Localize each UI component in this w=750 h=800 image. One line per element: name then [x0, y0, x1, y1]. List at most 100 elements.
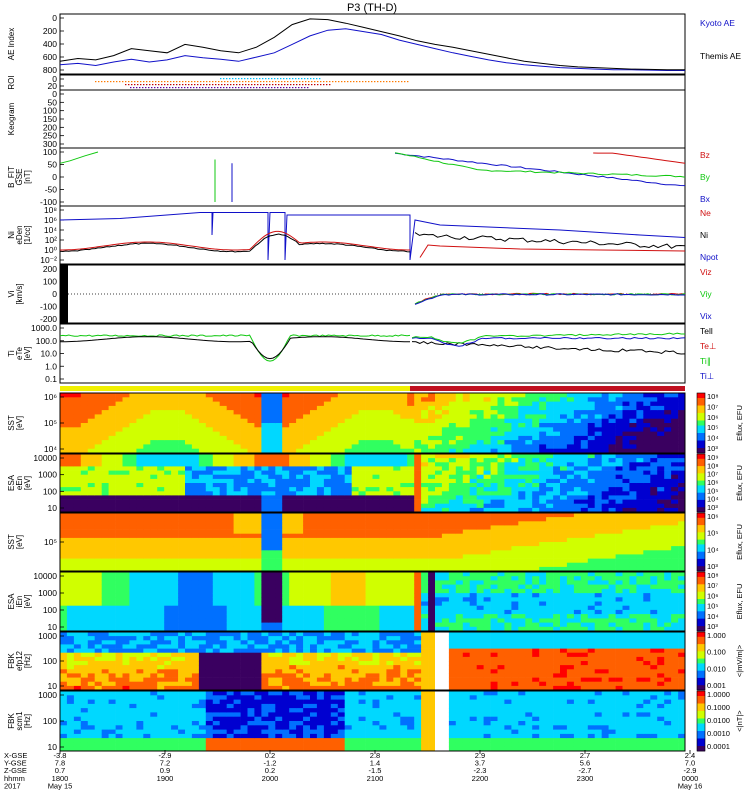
heatmap-cell	[129, 448, 137, 454]
heatmap-cell	[573, 410, 582, 415]
heatmap-cell	[573, 401, 582, 407]
roi-dot	[166, 87, 168, 89]
heatmap-cell	[157, 618, 165, 623]
heatmap-cell	[435, 558, 443, 564]
heatmap-cell	[476, 423, 484, 428]
heatmap-cell	[650, 478, 658, 484]
heatmap-cell	[351, 470, 359, 476]
heatmap-cell	[171, 558, 179, 564]
heatmap-cell	[601, 542, 609, 547]
heatmap-cell	[518, 393, 526, 398]
density-line	[419, 244, 686, 258]
heatmap-cell	[386, 593, 394, 598]
heatmap-cell	[129, 546, 137, 551]
heatmap-cell	[94, 495, 102, 500]
heatmap-cell	[455, 558, 464, 564]
heatmap-cell	[650, 499, 658, 505]
heatmap-cell	[400, 454, 408, 459]
heatmap-cell	[490, 440, 498, 445]
heatmap-cell	[157, 550, 165, 555]
heatmap-cell	[282, 440, 290, 445]
heatmap-cell	[240, 427, 248, 432]
heatmap-cell	[490, 418, 498, 424]
heatmap-cell	[115, 550, 123, 555]
heatmap-cell	[650, 440, 658, 445]
heatmap-cell	[150, 414, 158, 420]
heatmap-cell	[296, 566, 304, 572]
heatmap-cell	[240, 499, 248, 505]
heatmap-cell	[233, 546, 241, 551]
heatmap-cell	[573, 546, 582, 551]
heatmap-cell	[323, 593, 332, 598]
heatmap-cell	[66, 550, 75, 555]
heatmap-cell	[254, 444, 262, 450]
heatmap-cell	[178, 499, 186, 505]
heatmap-cell	[198, 401, 207, 407]
heatmap-cell	[344, 435, 352, 441]
heatmap-cell	[573, 491, 582, 496]
heatmap-cell	[483, 521, 491, 526]
heatmap-cell	[351, 550, 359, 555]
heatmap-cell	[678, 521, 686, 526]
heatmap-cell	[185, 483, 193, 488]
heatmap-cell	[532, 483, 540, 488]
heatmap-cell	[275, 435, 283, 441]
heatmap-cell	[261, 462, 269, 467]
heatmap-cell	[185, 521, 193, 526]
heatmap-cell	[101, 521, 109, 526]
heatmap-cell	[393, 448, 401, 454]
heatmap-cell	[553, 448, 561, 454]
heatmap-cell	[129, 405, 137, 411]
heatmap-cell	[303, 397, 311, 402]
heatmap-cell	[219, 458, 227, 463]
heatmap-cell	[358, 499, 366, 505]
heatmap-cell	[560, 431, 568, 437]
heatmap-cell	[205, 554, 214, 559]
colorbar-cell	[697, 415, 705, 419]
heatmap-cell	[358, 474, 366, 480]
heatmap-cell	[171, 462, 179, 467]
heatmap-cell	[511, 495, 519, 500]
heatmap-cell	[233, 525, 241, 530]
heatmap-cell	[594, 507, 602, 513]
heatmap-cell	[566, 414, 575, 420]
heatmap-cell	[323, 503, 332, 509]
heatmap-cell	[205, 503, 214, 509]
heatmap-cell	[344, 626, 352, 632]
heatmap-cell	[150, 435, 158, 441]
heatmap-cell	[678, 525, 686, 530]
heatmap-cell	[330, 622, 339, 628]
heatmap-cell	[323, 491, 332, 496]
heatmap-cell	[87, 593, 96, 598]
heatmap-cell	[226, 572, 234, 577]
colorbar-cell	[697, 413, 705, 416]
heatmap-cell	[386, 609, 394, 615]
heatmap-cell	[316, 487, 325, 492]
heatmap-cell	[358, 431, 366, 437]
heatmap-cell	[594, 529, 602, 535]
heatmap-cell	[261, 405, 269, 411]
heatmap-cell	[462, 525, 471, 530]
heatmap-cell	[254, 580, 262, 585]
heatmap-cell	[185, 566, 193, 572]
heatmap-cell	[671, 521, 679, 526]
heatmap-cell	[178, 562, 186, 568]
heatmap-cell	[490, 427, 498, 432]
heatmap-cell	[289, 618, 297, 623]
heatmap-cell	[233, 483, 241, 488]
heatmap-cell	[344, 609, 352, 615]
heatmap-cell	[428, 435, 436, 441]
heatmap-cell	[129, 517, 137, 522]
heatmap-cell	[289, 431, 297, 437]
heatmap-cell	[532, 454, 540, 459]
heatmap-cell	[386, 533, 394, 539]
heatmap-cell	[455, 462, 464, 467]
heatmap-cell	[191, 440, 200, 445]
heatmap-cell	[226, 605, 234, 611]
heatmap-cell	[566, 562, 575, 568]
heatmap-cell	[490, 562, 498, 568]
heatmap-cell	[462, 393, 471, 398]
heatmap-cell	[303, 622, 311, 628]
heatmap-cell	[275, 601, 283, 607]
heatmap-cell	[469, 537, 477, 543]
